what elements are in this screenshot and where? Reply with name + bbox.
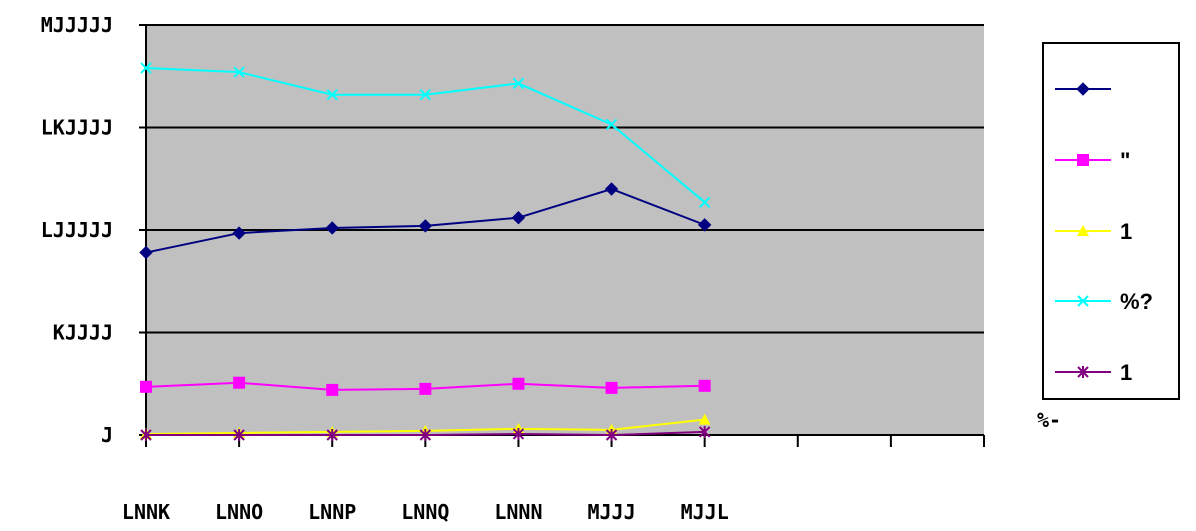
data-point (605, 381, 618, 394)
x-tick-label: LNNN (494, 500, 542, 524)
data-point (698, 196, 711, 209)
legend-entry: 1 (1055, 219, 1132, 244)
y-tick-label: J (101, 423, 113, 447)
y-tick-label: LKJJJJ (41, 116, 113, 140)
series-3 (140, 62, 711, 209)
data-point (140, 62, 152, 74)
legend-marker (1077, 154, 1089, 166)
data-point (139, 245, 153, 260)
stray-label: %- (1037, 408, 1061, 432)
data-point (605, 118, 618, 131)
data-point (512, 77, 525, 90)
legend-label: %? (1120, 289, 1153, 314)
data-point (326, 383, 339, 396)
legend-marker (1076, 82, 1090, 96)
data-point (605, 429, 618, 441)
legend-entry: %? (1055, 289, 1153, 314)
y-tick-label: MJJJJJ (41, 13, 113, 37)
data-point (698, 379, 711, 392)
data-point (604, 182, 619, 196)
legend-box (1042, 42, 1180, 400)
legend-label: 1 (1120, 219, 1132, 244)
data-point (233, 66, 245, 78)
data-point (325, 221, 339, 235)
x-tick-label: LNNO (215, 500, 263, 524)
data-point (697, 218, 712, 232)
legend-marker (1077, 225, 1089, 236)
x-tick-label: LNNQ (401, 500, 449, 524)
data-point (418, 219, 433, 233)
series-group (139, 62, 712, 441)
y-tick-label: KJJJJ (53, 321, 113, 345)
data-point (419, 88, 432, 101)
x-tick-label: MJJL (681, 500, 729, 524)
data-point (232, 226, 246, 240)
data-point (326, 429, 338, 441)
data-point (698, 413, 711, 425)
data-point (233, 376, 246, 389)
data-point (698, 425, 711, 438)
data-point (511, 210, 526, 225)
x-tick-label: LNNK (122, 500, 170, 524)
legend-label: " (1120, 148, 1130, 173)
data-point (233, 429, 245, 441)
legend-entry: 1 (1055, 360, 1132, 385)
data-point (140, 380, 152, 393)
legend-marker (1077, 366, 1089, 378)
x-tick-label: MJJJ (587, 500, 635, 524)
y-axis-tick-labels: J KJJJJ LJJJJJ LKJJJJ MJJJJJ (41, 13, 113, 447)
data-point (326, 88, 338, 101)
legend: " 1%? 1 (1042, 42, 1180, 400)
data-point (140, 429, 152, 441)
series-4 (140, 425, 711, 441)
legend-marker (1077, 295, 1089, 307)
data-point (419, 382, 432, 395)
series-1 (140, 376, 711, 396)
data-point (419, 429, 432, 441)
data-point (512, 427, 525, 440)
x-tick-label: LNNP (308, 500, 356, 524)
legend-entry (1055, 82, 1111, 96)
legend-entry: " (1055, 148, 1130, 173)
data-point (512, 377, 525, 390)
legend-label: 1 (1120, 360, 1132, 385)
y-tick-label: LJJJJJ (41, 218, 113, 242)
series-0 (139, 182, 712, 260)
x-axis-tick-labels: LNNK LNNO LNNP LNNQ LNNN MJJJ MJJL (122, 500, 729, 524)
